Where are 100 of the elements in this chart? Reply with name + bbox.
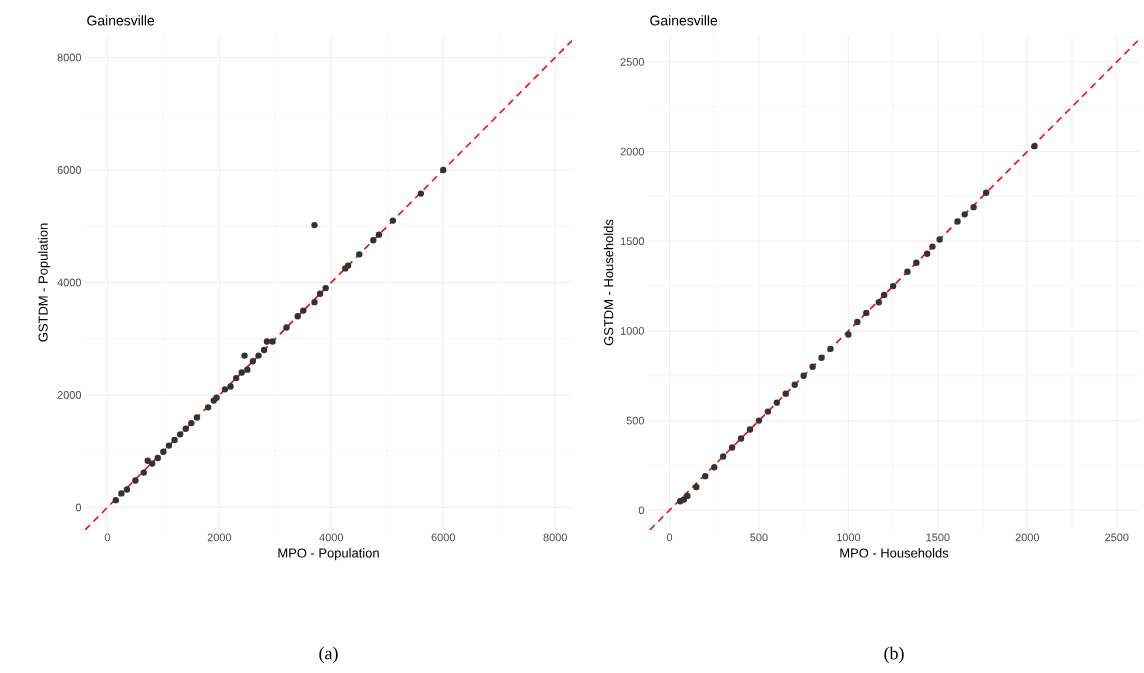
point bbox=[182, 425, 189, 432]
x-tick-label: 1500 bbox=[926, 533, 950, 542]
point bbox=[154, 454, 161, 462]
x-tick-label: 2000 bbox=[207, 533, 232, 542]
point bbox=[165, 442, 173, 449]
point bbox=[764, 408, 772, 415]
point bbox=[176, 431, 184, 438]
y-tick-label: 2000 bbox=[620, 147, 645, 156]
point bbox=[961, 211, 968, 218]
point bbox=[269, 338, 276, 345]
x-tick-label: 2500 bbox=[1105, 533, 1129, 542]
point bbox=[232, 374, 240, 382]
point bbox=[370, 237, 377, 244]
point bbox=[221, 386, 229, 393]
point bbox=[440, 166, 447, 174]
point bbox=[854, 318, 861, 326]
point bbox=[904, 268, 911, 275]
point bbox=[123, 486, 131, 493]
point bbox=[249, 358, 257, 365]
chart-title: Gainesville bbox=[650, 15, 718, 26]
point bbox=[936, 236, 943, 243]
point bbox=[693, 483, 700, 491]
chart-title: Gainesville bbox=[87, 15, 155, 26]
point bbox=[782, 390, 789, 397]
point bbox=[118, 490, 125, 497]
y-tick-label: 6000 bbox=[57, 166, 82, 174]
point bbox=[283, 324, 290, 331]
point bbox=[188, 419, 195, 427]
y-tick-label: 0 bbox=[75, 503, 82, 512]
point bbox=[417, 190, 425, 197]
y-tick-label: 8000 bbox=[57, 53, 82, 62]
point bbox=[913, 259, 920, 266]
point bbox=[728, 444, 736, 451]
point bbox=[193, 414, 201, 421]
point bbox=[241, 352, 248, 359]
y-tick-label: 2000 bbox=[57, 391, 82, 399]
y-tick-label: 4000 bbox=[57, 278, 82, 287]
point bbox=[773, 399, 781, 406]
x-tick-label: 1000 bbox=[837, 533, 861, 542]
point bbox=[711, 464, 718, 471]
text: (b) bbox=[884, 646, 904, 664]
x-axis-title: MPO - Population bbox=[278, 548, 379, 561]
y-axis-title: GSTDM - Population bbox=[38, 223, 51, 342]
point bbox=[684, 492, 691, 500]
text: (a) bbox=[319, 646, 338, 664]
point bbox=[132, 477, 139, 484]
point bbox=[356, 251, 363, 258]
point bbox=[255, 352, 262, 359]
point bbox=[737, 435, 745, 442]
point bbox=[929, 243, 936, 250]
y-tick-label: 1500 bbox=[620, 237, 645, 246]
point bbox=[311, 298, 318, 306]
point bbox=[875, 299, 882, 306]
x-tick-label: 0 bbox=[104, 533, 111, 542]
point bbox=[818, 354, 825, 361]
x-tick-label: 8000 bbox=[543, 533, 567, 542]
point bbox=[800, 372, 807, 379]
point bbox=[112, 496, 119, 504]
y-axis-title: GSTDM - Households bbox=[603, 219, 614, 346]
point bbox=[809, 363, 816, 370]
point bbox=[227, 383, 234, 390]
point bbox=[263, 338, 271, 345]
y-tick-label: 1000 bbox=[620, 327, 645, 335]
y-tick-label: 0 bbox=[638, 506, 645, 515]
point bbox=[144, 457, 151, 464]
point bbox=[316, 290, 324, 297]
point bbox=[970, 203, 977, 211]
point bbox=[244, 366, 251, 373]
point bbox=[300, 307, 307, 314]
point bbox=[311, 221, 318, 229]
point bbox=[845, 331, 852, 338]
point bbox=[389, 217, 397, 224]
point bbox=[160, 448, 167, 455]
x-tick-label: 500 bbox=[750, 533, 768, 542]
point bbox=[322, 284, 329, 292]
point bbox=[719, 453, 727, 460]
x-tick-label: 6000 bbox=[431, 533, 455, 542]
x-tick-label: 0 bbox=[666, 533, 673, 542]
point bbox=[294, 313, 301, 320]
point bbox=[982, 189, 990, 196]
point bbox=[863, 309, 870, 317]
point bbox=[954, 218, 961, 225]
x-axis-title: MPO - Households bbox=[840, 548, 949, 558]
y-tick-label: 2500 bbox=[620, 58, 645, 66]
y-tick-label: 500 bbox=[626, 416, 645, 425]
point bbox=[375, 231, 383, 238]
point bbox=[702, 472, 709, 480]
point bbox=[889, 282, 897, 290]
point bbox=[880, 291, 888, 299]
point bbox=[827, 345, 834, 353]
x-tick-label: 4000 bbox=[319, 533, 344, 542]
point bbox=[204, 404, 212, 411]
point bbox=[171, 436, 178, 444]
point bbox=[755, 417, 763, 424]
point bbox=[260, 346, 268, 354]
point bbox=[1031, 142, 1038, 150]
x-tick-label: 2000 bbox=[1015, 533, 1040, 542]
point bbox=[791, 381, 798, 388]
point bbox=[148, 460, 156, 467]
point bbox=[238, 369, 245, 376]
